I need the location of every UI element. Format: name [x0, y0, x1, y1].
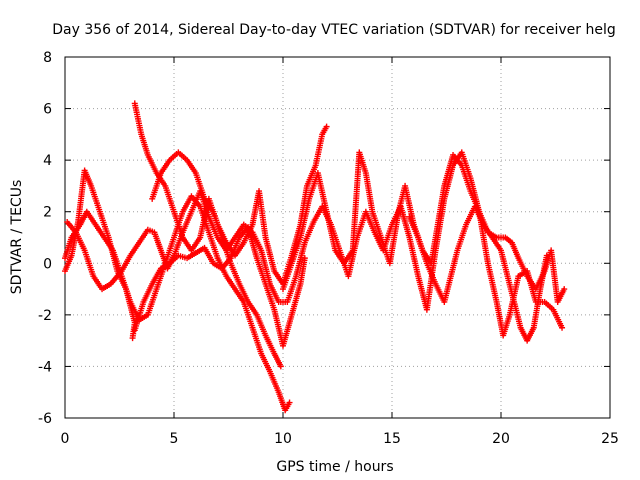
x-tick-label: 0: [61, 431, 70, 447]
plot-frame: [64, 56, 611, 419]
data-point: [323, 123, 330, 130]
x-axis-label: GPS time / hours: [276, 459, 393, 475]
data-point: [301, 255, 308, 262]
x-tick-label: 10: [274, 431, 292, 447]
axis-ticks: 0 5 10 15 20 25 -6 -4 -2 0 2 4 6 8: [38, 50, 619, 447]
y-tick-label: -4: [38, 359, 52, 375]
x-tick-label: 20: [492, 431, 510, 447]
data-point: [543, 252, 550, 259]
x-tick-label: 5: [170, 431, 179, 447]
series-sat-f: [280, 149, 568, 305]
data-points: [62, 100, 568, 414]
y-tick-label: 0: [43, 256, 52, 272]
data-point: [561, 286, 568, 293]
chart-title: Day 356 of 2014, Sidereal Day-to-day VTE…: [52, 22, 615, 38]
y-axis-label: SDTVAR / TECUs: [9, 180, 25, 295]
series-sat-h: [131, 224, 308, 349]
y-tick-label: 2: [43, 205, 52, 221]
series-sat-b: [62, 167, 138, 342]
y-tick-label: -6: [38, 411, 52, 427]
y-tick-label: 6: [43, 102, 52, 118]
x-tick-label: 25: [601, 431, 619, 447]
y-tick-label: 8: [43, 50, 52, 66]
data-point: [286, 399, 293, 406]
series-sat-g: [406, 203, 550, 344]
data-point: [129, 335, 136, 342]
data-point: [277, 363, 284, 370]
grid: [65, 57, 610, 418]
y-tick-label: -2: [38, 308, 52, 324]
y-tick-label: 4: [43, 153, 52, 169]
data-point: [559, 324, 566, 331]
x-tick-label: 15: [383, 431, 401, 447]
